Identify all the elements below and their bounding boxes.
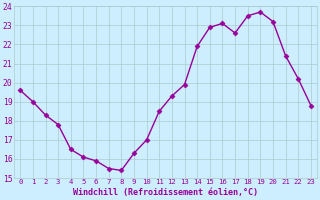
X-axis label: Windchill (Refroidissement éolien,°C): Windchill (Refroidissement éolien,°C) [73, 188, 258, 197]
